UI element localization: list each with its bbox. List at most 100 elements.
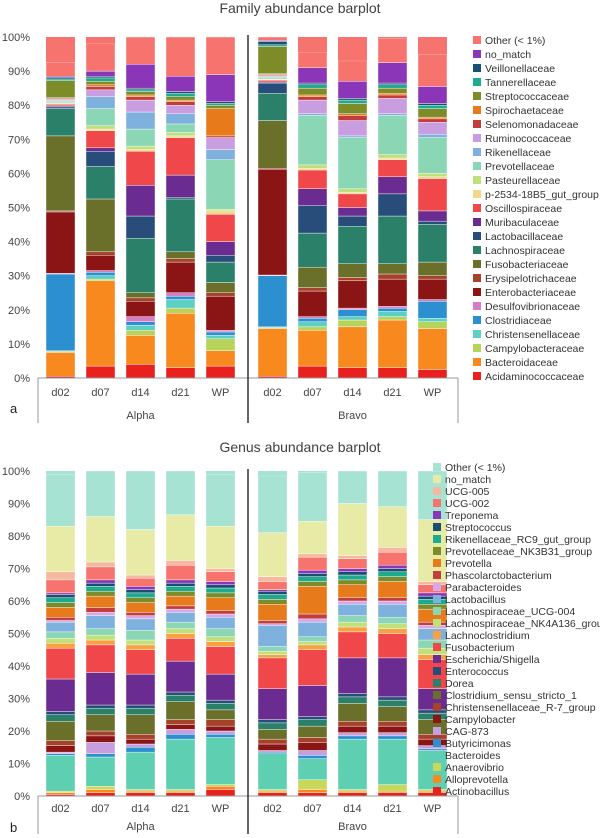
bar-segment (377, 263, 408, 275)
bar-segment (337, 657, 368, 694)
bar-segment (85, 470, 116, 517)
legend-swatch (473, 218, 481, 226)
bar-segment (257, 625, 288, 647)
bar-segment (205, 636, 236, 642)
bar-segment (297, 576, 328, 582)
legend-swatch (473, 288, 481, 296)
bar-segment (337, 193, 368, 208)
bar-segment (417, 220, 448, 225)
x-tick-label: d02 (263, 803, 281, 815)
bar-segment (257, 589, 288, 592)
bar-segment (125, 335, 156, 365)
bar-segment (45, 579, 76, 594)
bar-segment (45, 638, 76, 644)
bar-segment (45, 631, 76, 639)
bar-segment (205, 784, 236, 787)
legend-label: Desulfovibrionaceae (485, 301, 580, 313)
legend-swatch (433, 487, 441, 495)
x-tick-label: d21 (383, 387, 401, 399)
bar-segment (125, 185, 156, 217)
legend-entry: Lachnospiraceae (473, 245, 565, 257)
x-tick-label: d07 (303, 387, 321, 399)
bar-segment (417, 278, 448, 300)
bar-segment (125, 738, 156, 745)
x-tick-label: d07 (91, 387, 109, 399)
bar-segment (85, 756, 116, 787)
bar-segment (337, 81, 368, 99)
bar-segment (417, 104, 448, 109)
bar-segment (205, 36, 236, 75)
legend-label: Clostridium_sensu_stricto_1 (445, 690, 577, 702)
bar-segment (205, 709, 236, 720)
bar-segment (297, 168, 328, 171)
legend-entry: Enterobacteriaceae (473, 287, 576, 299)
bar-segment (85, 86, 116, 91)
legend-swatch (433, 751, 441, 759)
y-tick-label: 10% (8, 339, 30, 351)
bar-segment (85, 639, 116, 646)
bar-segment (165, 101, 196, 106)
bar-segment (165, 104, 196, 114)
bar-segment (337, 188, 368, 193)
x-tick-label: d21 (171, 387, 189, 399)
bar-segment (205, 617, 236, 629)
bar-segment (85, 591, 116, 597)
bar-segment (377, 307, 408, 312)
legend-label: Other (< 1%) (485, 35, 545, 47)
bar-segment (125, 215, 156, 239)
legend-swatch (473, 92, 481, 100)
bar-segment (165, 514, 196, 561)
bar-segment (337, 696, 368, 704)
legend-label: Tannerellaceae (485, 77, 556, 89)
bar-segment (45, 643, 76, 649)
bar-segment (257, 729, 288, 740)
bar-segment (377, 732, 408, 737)
bar-segment (45, 103, 76, 107)
bar-segment (165, 789, 196, 792)
bar-segment (297, 755, 328, 759)
legend-entry: CAG-873 (433, 726, 489, 738)
legend-entry: no_match (433, 474, 491, 486)
bar-segment (85, 566, 116, 581)
legend-swatch (473, 232, 481, 240)
bar-segment (45, 790, 76, 793)
legend-entry: Butyricimonas (433, 738, 511, 750)
bar-segment (257, 475, 288, 533)
bar-segment (125, 330, 156, 336)
bar-segment (257, 743, 288, 751)
bar-segment (205, 292, 236, 297)
bar-segment (377, 306, 408, 309)
bar-segment (205, 613, 236, 618)
bar-segment (377, 311, 408, 317)
bar-segment (45, 617, 76, 621)
bar-segment (125, 615, 156, 620)
legend-label: Acidaminococcaceae (485, 371, 584, 383)
chart-title: Family abundance barplot (219, 0, 380, 16)
bar-segment (125, 145, 156, 150)
bar-segment (45, 474, 76, 527)
bar-segment (257, 651, 288, 655)
legend-entry: Christensenellaceae (473, 329, 580, 341)
bar-segment (257, 646, 288, 652)
bar-segment (297, 725, 328, 738)
bar-segment (417, 176, 448, 179)
bar-segment (297, 365, 328, 379)
legend-entry: Fusobacterium (433, 642, 515, 654)
bar-segment (86, 37, 115, 44)
bar-segment (377, 738, 408, 785)
legend-entry: Pasteurellaceae (473, 175, 560, 187)
bar-segment (297, 472, 328, 522)
bar-segment (205, 474, 236, 527)
bar-segment (377, 316, 408, 321)
bar-segment (297, 719, 328, 727)
bar-segment (205, 159, 236, 210)
bar-segment (417, 122, 448, 135)
legend-label: Bacteroidaceae (485, 357, 558, 369)
bar-segment (337, 277, 368, 282)
bar-segment (257, 688, 288, 720)
bar-segment (297, 96, 328, 101)
bar-segment (205, 338, 236, 351)
bar-segment (125, 704, 156, 709)
legend-swatch (473, 274, 481, 282)
legend-entry: Lachnospiraceae_UCG-004 (433, 606, 575, 618)
